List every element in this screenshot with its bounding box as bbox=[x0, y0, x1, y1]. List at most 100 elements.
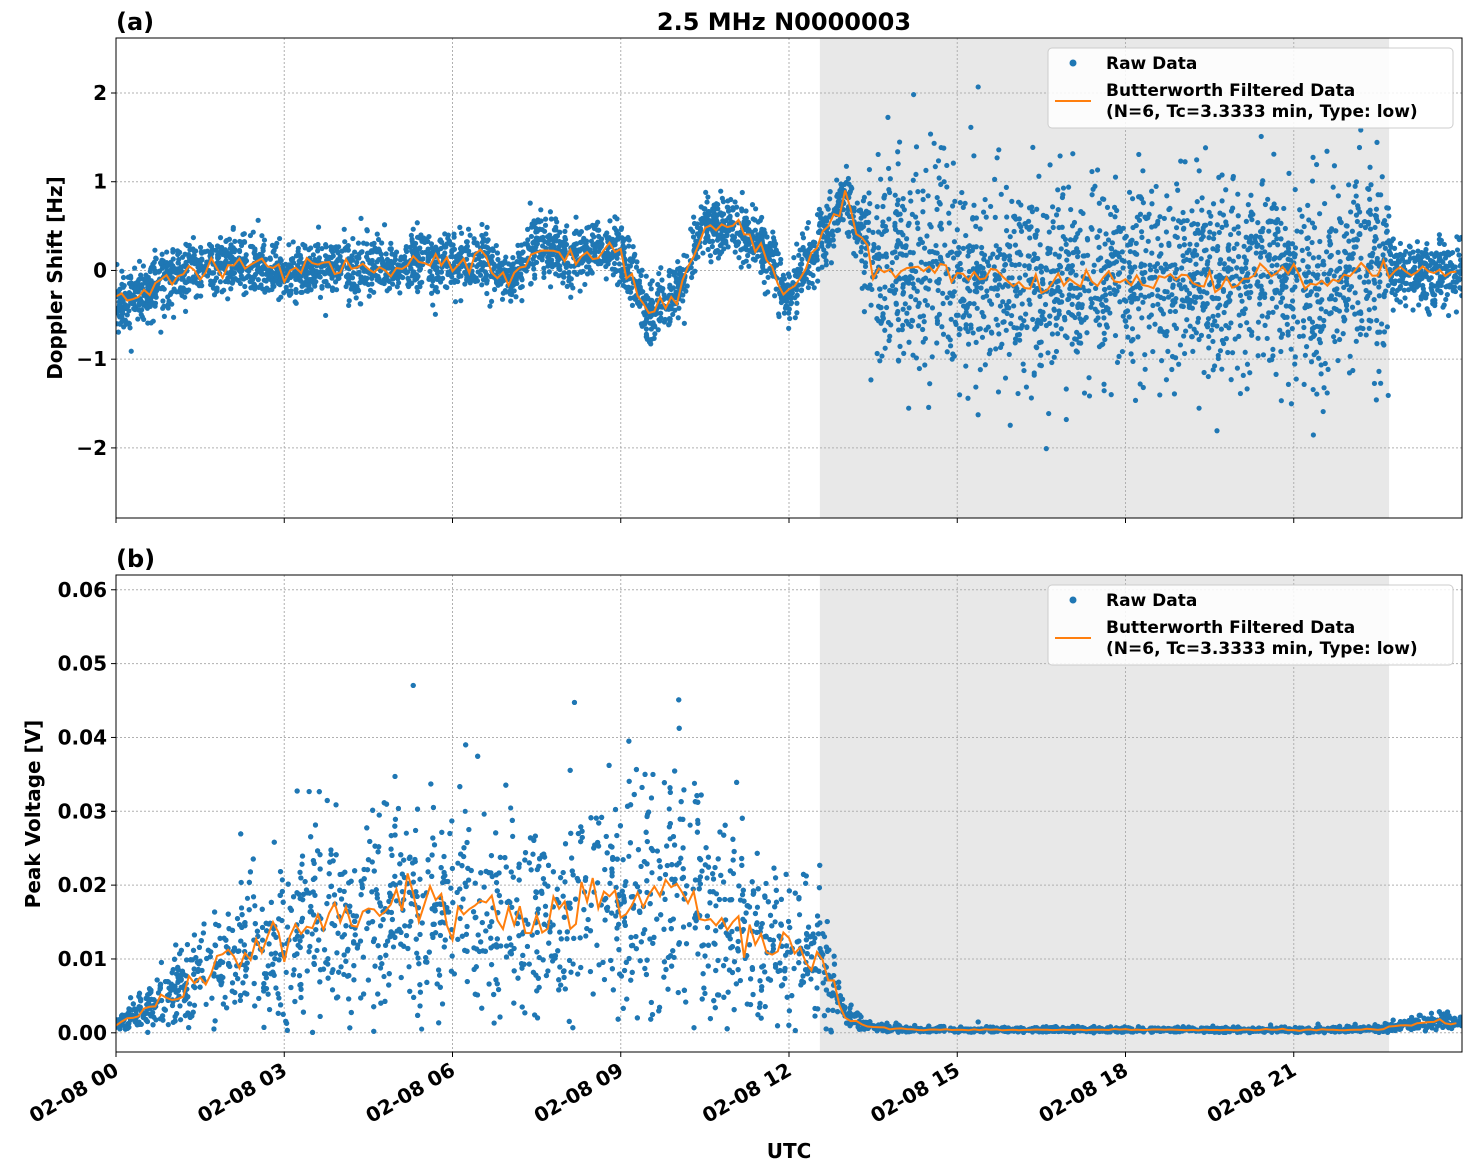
raw-point bbox=[543, 217, 548, 222]
raw-point bbox=[1117, 254, 1122, 259]
raw-point bbox=[1350, 368, 1355, 373]
raw-point bbox=[632, 253, 637, 258]
raw-point bbox=[631, 244, 636, 249]
raw-point bbox=[1310, 155, 1315, 160]
raw-point bbox=[313, 273, 318, 278]
raw-point bbox=[1127, 242, 1132, 247]
raw-point bbox=[124, 305, 129, 310]
raw-point bbox=[884, 305, 889, 310]
raw-point bbox=[1337, 308, 1342, 313]
raw-point bbox=[858, 207, 863, 212]
raw-point bbox=[1226, 248, 1231, 253]
raw-point bbox=[1143, 248, 1148, 253]
raw-point bbox=[726, 209, 731, 214]
raw-point bbox=[896, 238, 901, 243]
raw-point bbox=[1437, 241, 1442, 246]
raw-point bbox=[1130, 326, 1135, 331]
y-axis-label-a: Doppler Shift [Hz] bbox=[43, 176, 67, 380]
raw-point bbox=[1211, 231, 1216, 236]
raw-point bbox=[1316, 255, 1321, 260]
raw-point bbox=[464, 239, 469, 244]
raw-point bbox=[925, 303, 930, 308]
raw-point bbox=[861, 224, 866, 229]
raw-point bbox=[1219, 367, 1224, 372]
raw-point bbox=[168, 268, 173, 273]
raw-point bbox=[553, 225, 558, 230]
raw-point bbox=[417, 284, 422, 289]
raw-point bbox=[876, 245, 881, 250]
raw-point bbox=[1432, 298, 1437, 303]
raw-point bbox=[923, 336, 928, 341]
raw-point bbox=[1066, 252, 1071, 257]
raw-point bbox=[1036, 174, 1041, 179]
raw-point bbox=[1041, 213, 1046, 218]
raw-point bbox=[1005, 242, 1010, 247]
raw-point bbox=[1438, 252, 1443, 257]
raw-point bbox=[1013, 217, 1018, 222]
raw-point bbox=[1366, 222, 1371, 227]
raw-point bbox=[490, 254, 495, 259]
raw-point bbox=[1286, 171, 1291, 176]
raw-point bbox=[1109, 392, 1114, 397]
raw-point bbox=[1419, 294, 1424, 299]
raw-point bbox=[690, 229, 695, 234]
raw-point bbox=[1219, 172, 1224, 177]
raw-point bbox=[1222, 261, 1227, 266]
raw-point bbox=[244, 252, 249, 257]
raw-point bbox=[1321, 409, 1326, 414]
raw-point bbox=[750, 202, 755, 207]
raw-point bbox=[474, 264, 479, 269]
raw-point bbox=[1341, 315, 1346, 320]
raw-point bbox=[906, 221, 911, 226]
raw-point bbox=[1294, 278, 1299, 283]
raw-point bbox=[535, 241, 540, 246]
raw-point bbox=[1178, 342, 1183, 347]
raw-point bbox=[1097, 228, 1102, 233]
raw-point bbox=[1301, 318, 1306, 323]
raw-point bbox=[1233, 336, 1238, 341]
raw-point bbox=[1308, 336, 1313, 341]
raw-point bbox=[1341, 285, 1346, 290]
raw-point bbox=[1408, 244, 1413, 249]
raw-point bbox=[305, 289, 310, 294]
raw-point bbox=[1247, 370, 1252, 375]
raw-point bbox=[1437, 232, 1442, 237]
raw-point bbox=[218, 279, 223, 284]
raw-point bbox=[768, 252, 773, 257]
x-axis-label: UTC bbox=[767, 1139, 812, 1163]
raw-point bbox=[1093, 318, 1098, 323]
raw-point bbox=[924, 233, 929, 238]
raw-point bbox=[356, 241, 361, 246]
raw-point bbox=[533, 221, 538, 226]
raw-point bbox=[726, 244, 731, 249]
raw-point bbox=[367, 294, 372, 299]
raw-point bbox=[1155, 302, 1160, 307]
raw-point bbox=[1327, 296, 1332, 301]
raw-point bbox=[831, 237, 836, 242]
raw-point bbox=[1209, 328, 1214, 333]
raw-point bbox=[883, 346, 888, 351]
raw-point bbox=[1241, 373, 1246, 378]
raw-point bbox=[560, 280, 565, 285]
raw-point bbox=[1280, 287, 1285, 292]
raw-point bbox=[759, 227, 764, 232]
raw-point bbox=[793, 315, 798, 320]
raw-point bbox=[1397, 299, 1402, 304]
raw-point bbox=[1256, 353, 1261, 358]
raw-point bbox=[1279, 252, 1284, 257]
raw-point bbox=[593, 222, 598, 227]
raw-point bbox=[1181, 258, 1186, 263]
raw-point bbox=[1097, 322, 1102, 327]
raw-point bbox=[581, 236, 586, 241]
raw-point bbox=[1451, 279, 1456, 284]
raw-point bbox=[1128, 270, 1133, 275]
raw-point bbox=[1086, 375, 1091, 380]
raw-point bbox=[1304, 344, 1309, 349]
raw-point bbox=[553, 216, 558, 221]
raw-point bbox=[298, 274, 303, 279]
raw-point bbox=[1334, 328, 1339, 333]
raw-point bbox=[1337, 292, 1342, 297]
raw-point bbox=[1271, 240, 1276, 245]
raw-point bbox=[1193, 231, 1198, 236]
raw-point bbox=[1008, 234, 1013, 239]
